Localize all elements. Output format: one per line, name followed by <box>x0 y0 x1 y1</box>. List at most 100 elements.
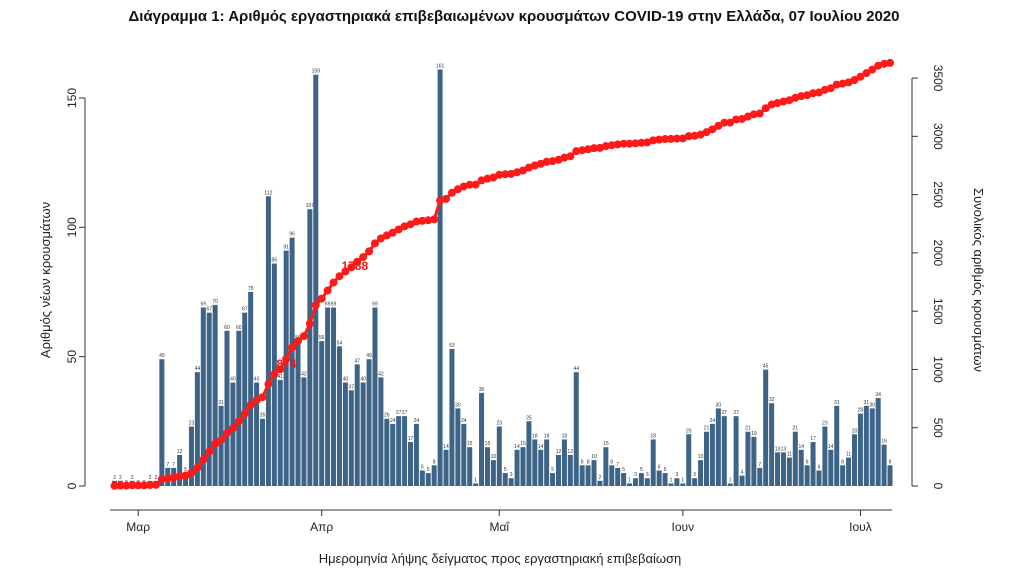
y-tick-label-left: 100 <box>65 217 79 237</box>
cumulative-point <box>826 84 835 93</box>
bar-value-label: 60 <box>224 325 230 331</box>
cumulative-point <box>222 429 231 438</box>
bar <box>544 439 550 486</box>
bar <box>242 312 248 486</box>
bar-value-label: 18 <box>532 433 538 439</box>
bar <box>704 431 709 486</box>
cumulative-point <box>276 365 285 374</box>
bar <box>798 449 804 486</box>
cumulative-point <box>672 134 681 143</box>
bar-value-label: 42 <box>301 371 307 377</box>
bar-value-label: 36 <box>479 387 485 393</box>
bar <box>780 452 786 486</box>
bar <box>455 408 461 486</box>
cumulative-point <box>140 481 149 490</box>
bar-value-label: 69 <box>331 301 337 307</box>
cumulative-point <box>572 147 581 156</box>
bar-value-label: 2 <box>149 475 152 481</box>
bar-value-label: 16 <box>881 439 887 445</box>
cumulative-point <box>323 286 332 295</box>
bar <box>621 473 627 486</box>
bar-value-label: 8 <box>806 459 809 465</box>
cumulative-point <box>365 247 374 256</box>
bar <box>656 470 662 486</box>
bar <box>177 454 183 486</box>
bar-value-label: 14 <box>514 444 520 450</box>
bar-value-label: 12 <box>568 449 574 455</box>
cumulative-point <box>359 253 368 262</box>
bar <box>674 478 680 486</box>
bar <box>763 369 769 486</box>
bar-value-label: 49 <box>366 353 372 359</box>
bar <box>342 382 348 486</box>
bar <box>721 416 727 486</box>
cumulative-point <box>578 146 587 155</box>
bar <box>840 465 846 486</box>
bar-value-label: 30 <box>455 402 461 408</box>
bar <box>277 379 283 486</box>
cumulative-point <box>584 145 593 154</box>
bar-value-label: 40 <box>254 377 260 383</box>
cumulative-point <box>453 185 462 194</box>
chart-title: Διάγραμμα 1: Αριθμός εργαστηριακά επιβεβ… <box>128 8 900 25</box>
bar-value-label: 56 <box>319 335 325 341</box>
bar <box>218 405 224 486</box>
cumulative-point <box>151 480 160 489</box>
bar-value-label: 24 <box>710 418 716 424</box>
bar <box>425 473 431 486</box>
bar-value-label: 161 <box>436 63 445 69</box>
bar-value-label: 10 <box>591 454 597 460</box>
cumulative-point <box>708 125 717 134</box>
bar <box>887 465 893 486</box>
bar <box>413 423 419 486</box>
bar-value-label: 13 <box>781 446 787 452</box>
bar-value-label: 6 <box>818 464 821 470</box>
bar <box>863 405 869 486</box>
bar-value-label: 27 <box>396 410 402 416</box>
bar <box>520 447 526 486</box>
bar-value-label: 8 <box>587 459 590 465</box>
bar-value-label: 31 <box>834 400 840 406</box>
cumulative-point <box>376 234 385 243</box>
bar <box>816 470 822 486</box>
bar <box>786 457 792 486</box>
bar-value-label: 24 <box>390 418 396 424</box>
bar <box>757 467 763 486</box>
cumulative-point <box>294 337 303 346</box>
bar-value-label: 49 <box>159 353 165 359</box>
bar-value-label: 2 <box>119 475 122 481</box>
bar <box>828 449 834 486</box>
cumulative-point <box>684 132 693 141</box>
bar-value-label: 45 <box>763 364 769 370</box>
bar-value-labels: 2202002249771252344696770316040606775402… <box>113 63 892 486</box>
bar-value-label: 37 <box>349 384 355 390</box>
bar <box>881 444 887 486</box>
bar-value-label: 19 <box>751 431 757 437</box>
bar-value-label: 14 <box>798 444 804 450</box>
bar-value-label: 5 <box>184 467 187 473</box>
cumulative-point <box>755 109 764 118</box>
cumulative-point <box>726 118 735 127</box>
bar <box>668 483 674 486</box>
cumulative-point <box>471 180 480 189</box>
bar-value-label: 5 <box>664 467 667 473</box>
cumulative-point <box>246 400 255 409</box>
bar <box>366 359 372 486</box>
bar <box>769 403 775 486</box>
bar-value-label: 31 <box>864 400 870 406</box>
cumulative-point <box>501 170 510 179</box>
y-tick-label-right: 2000 <box>931 240 945 267</box>
cumulative-point <box>382 231 391 240</box>
bar-value-label: 32 <box>769 397 775 403</box>
bar <box>467 447 473 486</box>
bar-value-label: 3 <box>634 472 637 478</box>
bar-value-label: 2 <box>599 475 602 481</box>
bar-value-label: 20 <box>686 428 692 434</box>
bar-value-label: 30 <box>716 402 722 408</box>
bar-value-label: 3 <box>693 472 696 478</box>
bar-value-label: 6 <box>658 464 661 470</box>
bar <box>775 452 781 486</box>
bar <box>579 465 585 486</box>
bar <box>822 426 828 486</box>
cumulative-point <box>110 481 119 490</box>
